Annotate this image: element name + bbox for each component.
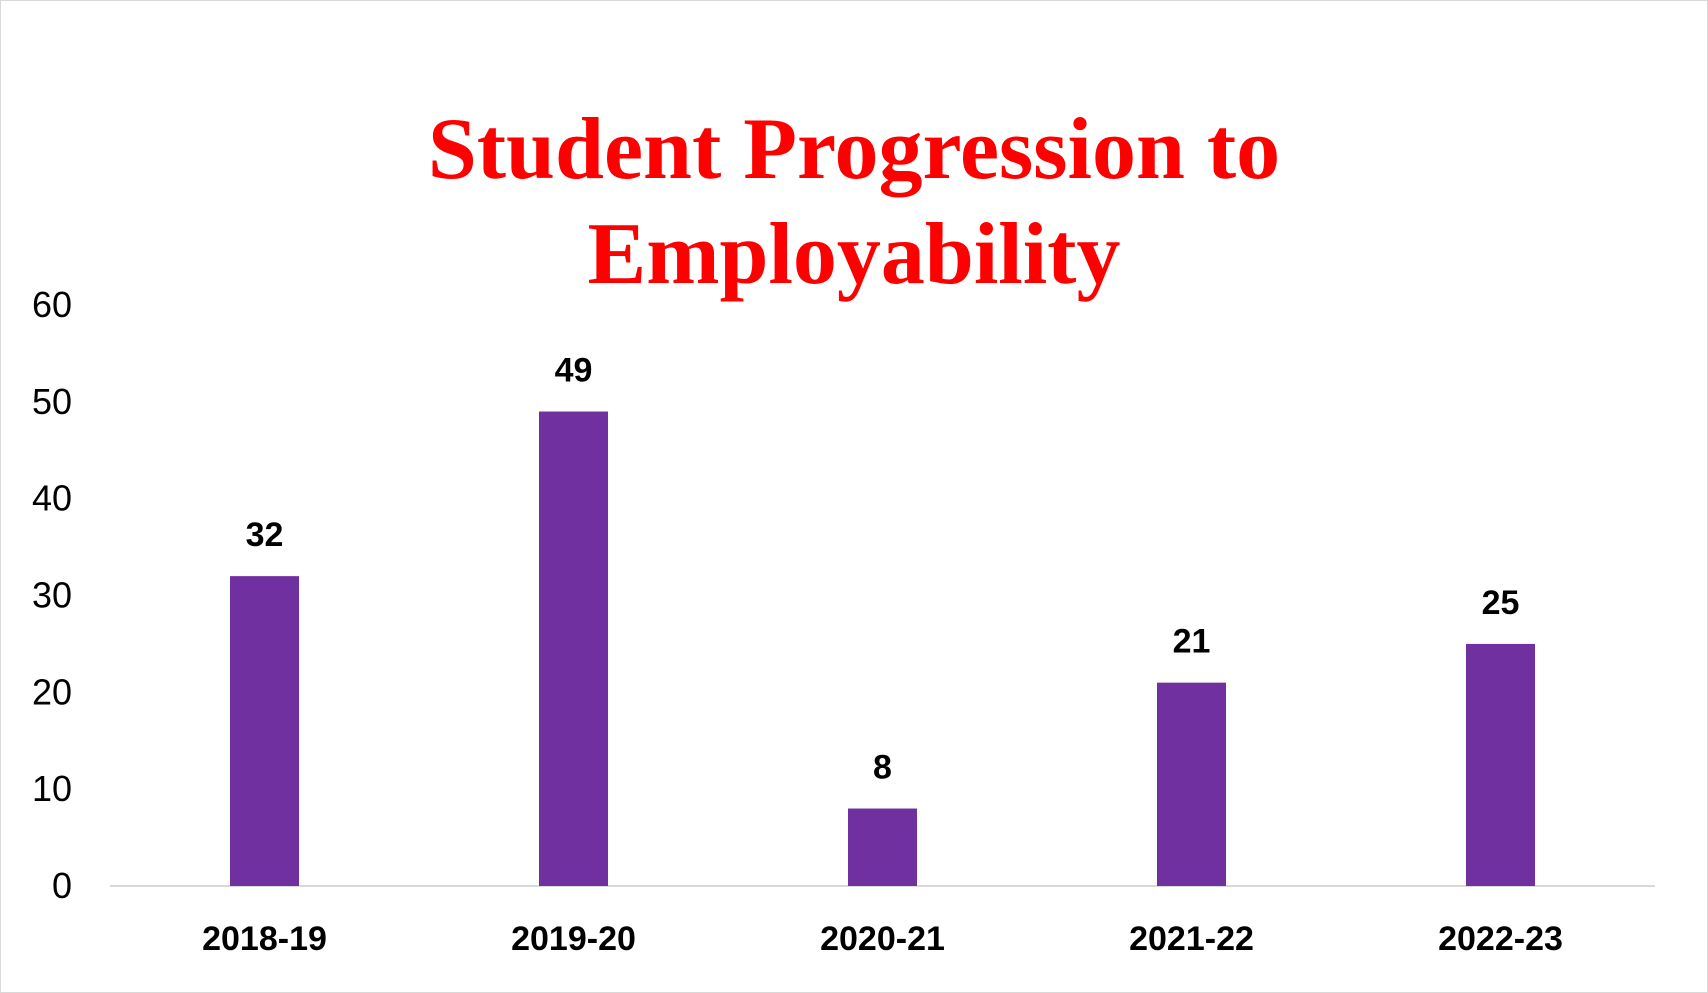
y-tick-label: 40 bbox=[32, 478, 72, 519]
bar bbox=[539, 411, 608, 886]
data-label: 32 bbox=[246, 516, 284, 554]
bar bbox=[230, 576, 299, 886]
y-tick-label: 60 bbox=[32, 284, 72, 325]
x-tick-label: 2019-20 bbox=[511, 920, 636, 958]
bar bbox=[1466, 643, 1535, 886]
bar bbox=[1157, 682, 1226, 886]
x-tick-label: 2020-21 bbox=[820, 920, 945, 958]
y-tick-label: 50 bbox=[32, 381, 72, 422]
y-tick-label: 0 bbox=[52, 865, 72, 906]
chart-title-line-2: Employability bbox=[587, 206, 1121, 303]
x-tick-label: 2021-22 bbox=[1129, 920, 1254, 958]
x-tick-label: 2022-23 bbox=[1438, 920, 1563, 958]
x-tick-label: 2018-19 bbox=[202, 920, 327, 958]
data-label: 49 bbox=[555, 352, 593, 390]
bar bbox=[848, 808, 917, 886]
data-label: 25 bbox=[1482, 584, 1520, 622]
y-tick-label: 30 bbox=[32, 575, 72, 616]
chart-title-line-1: Student Progression to bbox=[427, 101, 1281, 198]
data-label: 21 bbox=[1173, 623, 1211, 661]
y-tick-label: 10 bbox=[32, 768, 72, 809]
y-tick-label: 20 bbox=[32, 671, 72, 712]
data-label: 8 bbox=[873, 749, 892, 787]
